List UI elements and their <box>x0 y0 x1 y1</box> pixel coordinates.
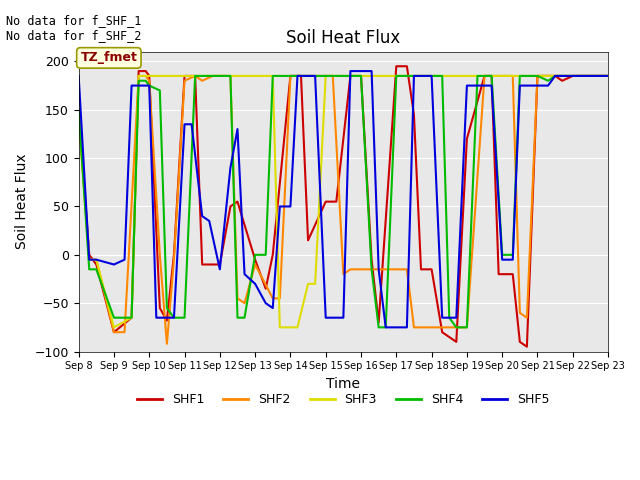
Text: No data for f_SHF_1
No data for f_SHF_2: No data for f_SHF_1 No data for f_SHF_2 <box>6 14 142 42</box>
Text: TZ_fmet: TZ_fmet <box>81 51 138 64</box>
Legend: SHF1, SHF2, SHF3, SHF4, SHF5: SHF1, SHF2, SHF3, SHF4, SHF5 <box>132 388 554 411</box>
Y-axis label: Soil Heat Flux: Soil Heat Flux <box>15 154 29 250</box>
X-axis label: Time: Time <box>326 377 360 391</box>
Title: Soil Heat Flux: Soil Heat Flux <box>286 29 401 48</box>
